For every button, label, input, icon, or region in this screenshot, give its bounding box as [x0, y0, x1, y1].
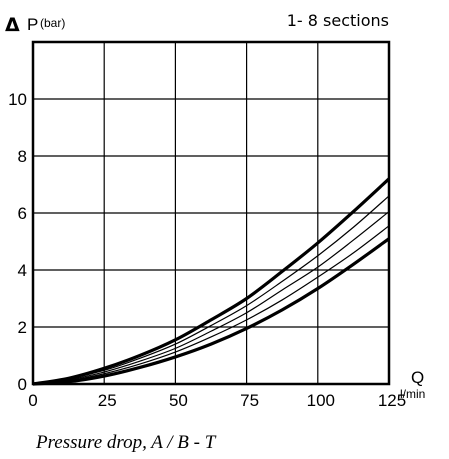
y-axis-delta-symbol: Δ [5, 14, 20, 36]
x-tick-label: 25 [98, 391, 117, 410]
y-axis-label: P [27, 15, 38, 34]
plot-frame [31, 40, 391, 386]
chart-caption: Pressure drop, A / B - T [35, 432, 217, 453]
series-line-4 [32, 225, 390, 385]
x-tick-label: 75 [240, 391, 259, 410]
y-tick-labels: 0 2 4 6 8 10 [8, 90, 27, 394]
x-tick-label: 125 [378, 391, 406, 410]
y-axis-unit: (bar) [40, 16, 65, 30]
y-tick-label: 8 [18, 147, 27, 166]
series-line-3 [32, 211, 390, 385]
x-tick-label: 100 [307, 391, 335, 410]
x-tick-label: 0 [28, 391, 37, 410]
x-axis-label: Q [411, 368, 424, 387]
series-lines [32, 177, 391, 386]
y-tick-label: 0 [18, 375, 27, 394]
x-tick-labels: 0 25 50 75 100 125 [28, 391, 406, 410]
x-tick-label: 50 [169, 391, 188, 410]
y-tick-label: 2 [18, 318, 27, 337]
y-tick-label: 6 [18, 204, 27, 223]
series-line-2 [32, 195, 390, 385]
series-line-1 [32, 177, 391, 386]
series-line-5 [32, 237, 390, 386]
y-tick-label: 4 [18, 261, 27, 280]
grid [33, 42, 389, 384]
y-tick-label: 10 [8, 90, 27, 109]
x-axis-unit: l/min [400, 387, 425, 401]
chart-subtitle: 1- 8 sections [287, 11, 389, 30]
